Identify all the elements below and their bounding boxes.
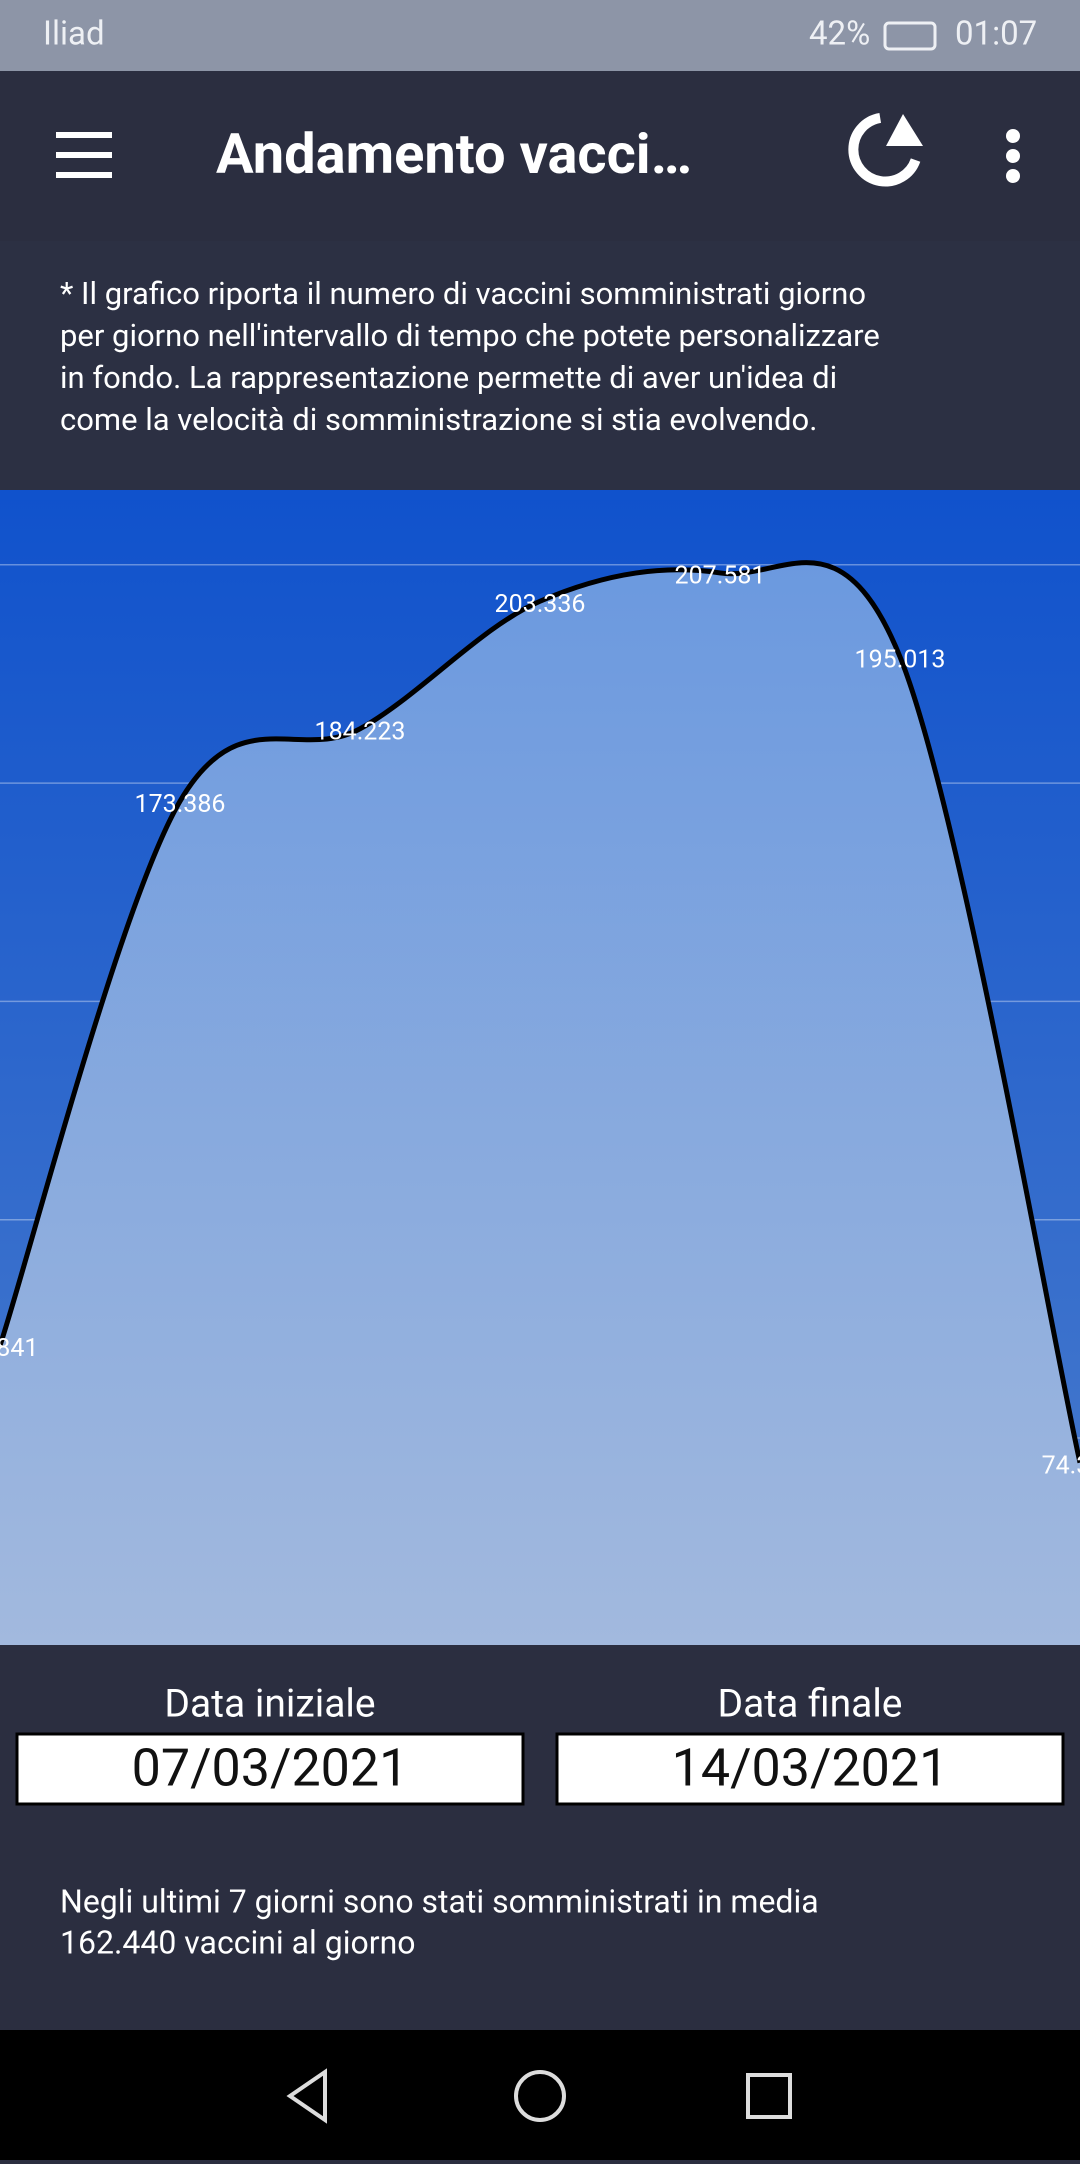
- app-title: Andamento vacci…: [216, 121, 692, 187]
- data-label: 195.013: [855, 645, 946, 674]
- home-button[interactable]: [514, 2070, 566, 2122]
- battery: 42%: [809, 15, 870, 54]
- description: * Il grafico riporta il numero di vaccin…: [60, 275, 880, 438]
- overflow-menu[interactable]: [1006, 129, 1020, 183]
- start-date: 07/03/2021: [132, 1738, 409, 1799]
- data-label: 207.581: [675, 562, 766, 591]
- line: [0, 560, 1080, 1464]
- summary-line: 162.440 vaccini al giorno: [60, 1923, 416, 1961]
- refresh-button[interactable]: [840, 112, 923, 195]
- summary-line: Negli ultimi 7 giorni sono stati sommini…: [60, 1882, 819, 1920]
- data-label: 203.336: [495, 590, 586, 619]
- data-label: 173.386: [135, 790, 226, 819]
- end-date-field[interactable]: [555, 1732, 1065, 1806]
- recents-button[interactable]: [746, 2073, 792, 2119]
- app-bar: [0, 71, 1080, 241]
- description-line: per giorno nell'intervallo di tempo che …: [60, 317, 880, 354]
- time: 01:07: [955, 15, 1037, 54]
- battery-icon: [883, 21, 937, 51]
- start-date-field[interactable]: [15, 1732, 525, 1806]
- data-label: 184.223: [315, 717, 406, 746]
- end-date: 14/03/2021: [672, 1738, 949, 1799]
- description-line: in fondo. La rappresentazione permette d…: [60, 359, 837, 396]
- description-line: * Il grafico riporta il numero di vaccin…: [60, 275, 866, 312]
- data-label: 91.841: [0, 1334, 38, 1363]
- data-label: 74.310: [1042, 1451, 1080, 1480]
- nav-bar: [0, 2030, 1080, 2160]
- back-button[interactable]: [286, 2068, 327, 2124]
- chart: 91.841 173.386 184.223 203.336 207.581 195.01…: [0, 560, 1080, 1645]
- status-bar: [0, 0, 1080, 71]
- description-line: come la velocità di somministrazione si …: [60, 401, 817, 438]
- start-label: Data iniziale: [164, 1680, 375, 1726]
- carrier: Iliad: [43, 15, 105, 54]
- end-label: Data finale: [718, 1680, 903, 1726]
- menu-button[interactable]: [56, 132, 112, 178]
- description-panel: [0, 241, 1080, 490]
- area: [0, 562, 1080, 1645]
